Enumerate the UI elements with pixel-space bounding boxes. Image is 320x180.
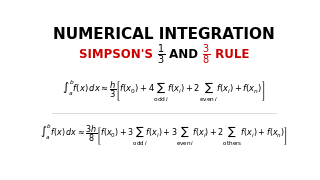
Text: $\frac{1}{3}$: $\frac{1}{3}$ <box>157 43 165 67</box>
Text: $\int_{a}^{b} f(x)\,dx \approx \dfrac{h}{3}\left[f(x_0)+4\sum_{\mathrm{odd}\,i}f: $\int_{a}^{b} f(x)\,dx \approx \dfrac{h}… <box>62 78 266 103</box>
Text: $\int_{a}^{b} f(x)\,dx \approx \dfrac{3h}{8}\left[f(x_0)+3\sum_{\mathrm{odd}\,i}: $\int_{a}^{b} f(x)\,dx \approx \dfrac{3h… <box>40 123 288 148</box>
Text: AND: AND <box>165 48 202 61</box>
Text: SIMPSON'S: SIMPSON'S <box>79 48 157 61</box>
Text: RULE: RULE <box>211 48 249 61</box>
Text: NUMERICAL INTEGRATION: NUMERICAL INTEGRATION <box>53 27 275 42</box>
Text: $\frac{3}{8}$: $\frac{3}{8}$ <box>202 43 211 67</box>
